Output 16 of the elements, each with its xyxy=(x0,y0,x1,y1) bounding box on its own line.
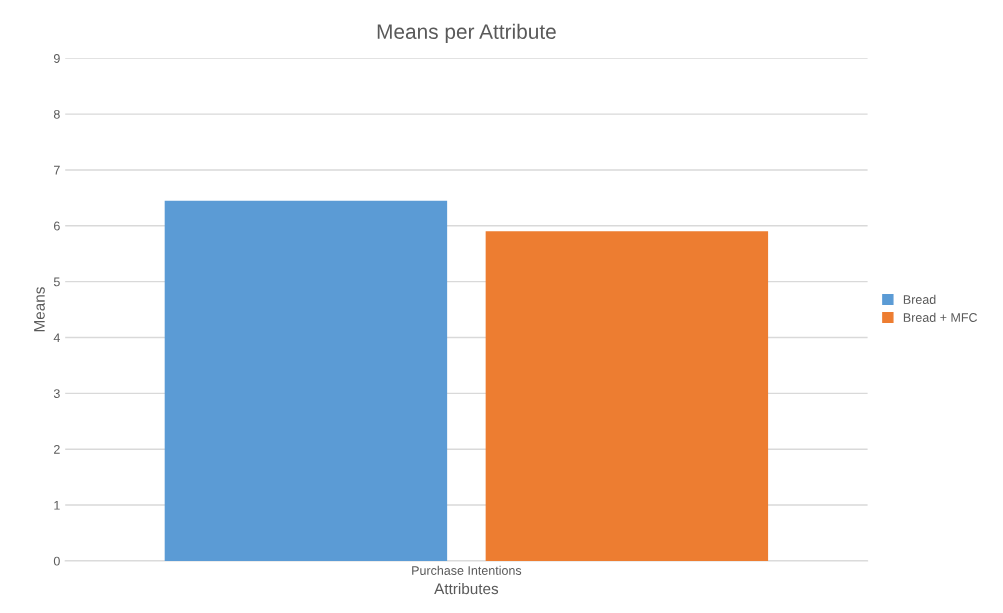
y-tick-label: 6 xyxy=(54,221,60,231)
x-axis-title: Attributes xyxy=(434,582,499,595)
y-tick-label: 0 xyxy=(53,556,60,566)
chart-title: Means per Attribute xyxy=(377,23,556,44)
y-axis-title: Means xyxy=(34,287,45,332)
y-tick-label: 4 xyxy=(53,333,60,343)
y-tick-label: 5 xyxy=(53,277,60,287)
legend-label: Bread xyxy=(903,294,936,304)
y-tick-label: 7 xyxy=(54,165,60,175)
y-tick-label: 3 xyxy=(53,389,60,398)
y-tick-label: 9 xyxy=(53,54,60,63)
y-tick-label: 2 xyxy=(54,444,60,454)
x-tick-label: Purchase Intentions xyxy=(412,565,522,575)
legend-label: Bread + MFC xyxy=(903,312,978,322)
y-tick-label: 1 xyxy=(54,500,60,510)
y-tick-label: 8 xyxy=(53,109,60,119)
